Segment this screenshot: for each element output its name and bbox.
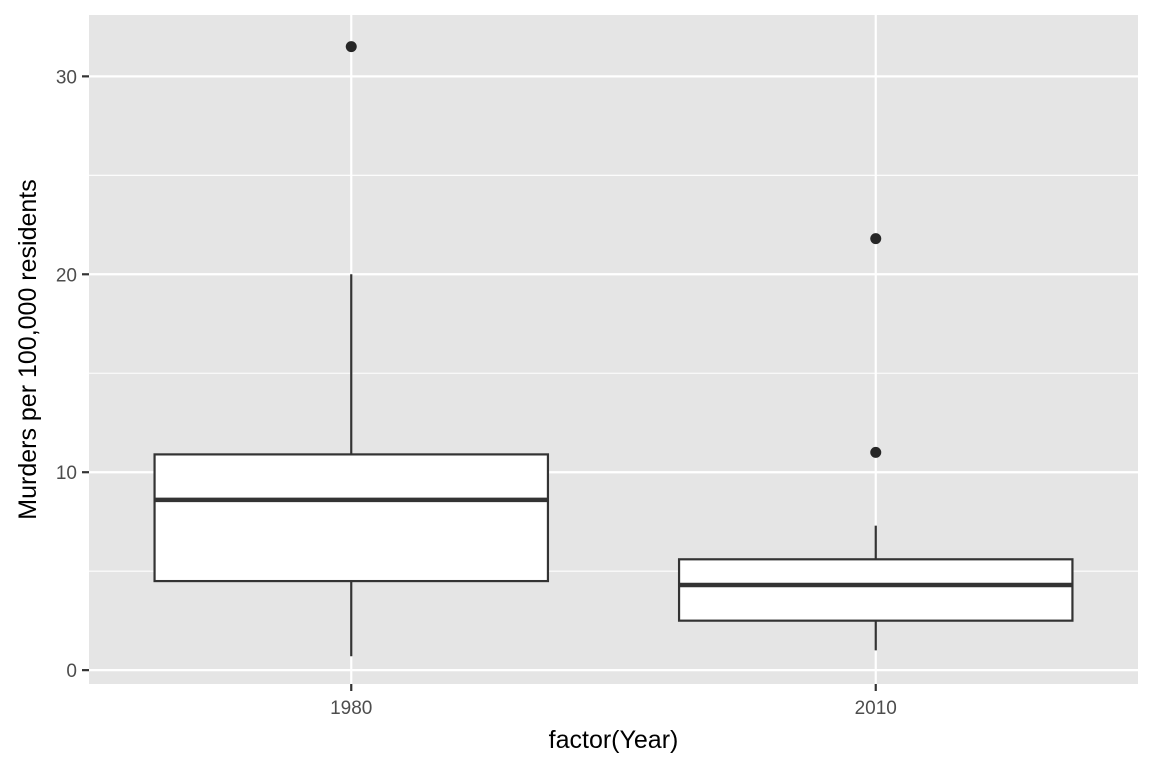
y-axis-title: Murders per 100,000 residents [14, 179, 42, 519]
x-axis-title: factor(Year) [549, 726, 679, 754]
x-axis: 1980 2010 [330, 684, 897, 719]
box-2010 [677, 233, 1074, 651]
x-tick-label: 1980 [330, 698, 372, 719]
iqr-box [677, 558, 1074, 622]
y-axis: 0 10 20 30 [56, 67, 89, 682]
x-tick-label: 2010 [855, 698, 897, 719]
y-tick-label: 10 [56, 463, 77, 484]
outlier-point [870, 233, 882, 245]
outlier-point [345, 41, 357, 53]
y-tick-label: 0 [66, 661, 77, 682]
outlier-point [870, 446, 882, 458]
box-1980 [153, 41, 550, 657]
y-tick-label: 20 [56, 265, 77, 286]
iqr-box [153, 453, 550, 583]
boxes [153, 41, 1074, 657]
y-tick-label: 30 [56, 67, 77, 88]
